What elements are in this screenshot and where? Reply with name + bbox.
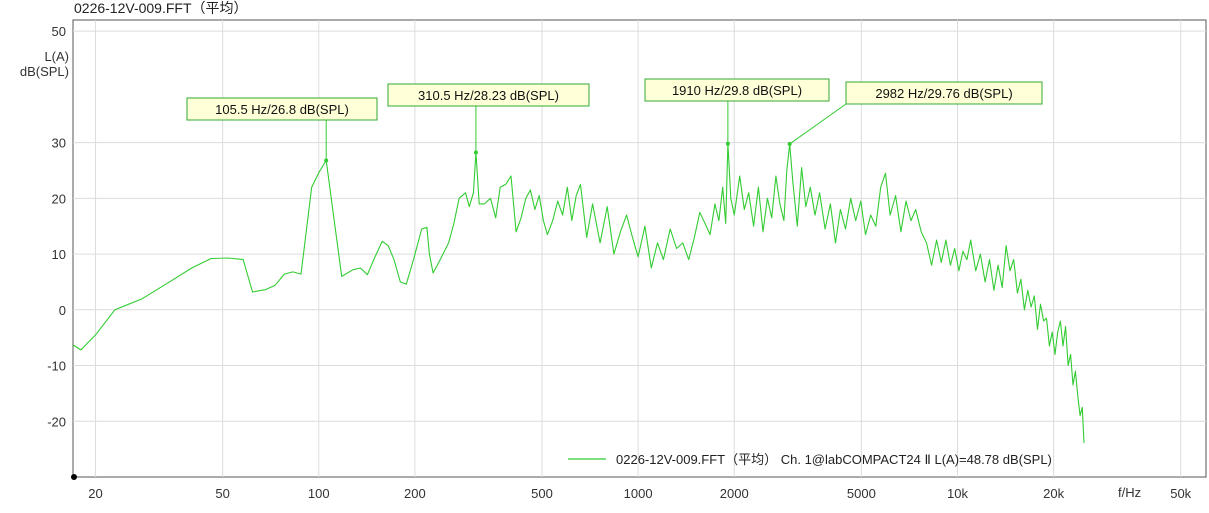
series-line-0 [72,143,1085,444]
y-axis-ticks: 50 30 20 10 0 -10 -20 [47,24,66,429]
legend-label: 0226-12V-009.FFT（平均） Ch. 1@labCOMPACT24 … [616,452,1052,467]
x-axis-ticks: 20 50 100 200 500 1000 2000 5000 10k 20k 50k [88,486,1191,501]
annotation-label-1: 310.5 Hz/28.23 dB(SPL) [418,88,559,103]
annotation-label-2: 1910 Hz/29.8 dB(SPL) [672,83,802,98]
x-tick-label-8: 10k [947,486,968,501]
y-axis-label-unit-spl: dB(SPL) [20,64,69,79]
annotation-box-3 [845,81,1043,105]
annotation-box-2 [644,78,830,102]
y-tick-label-3: 10 [52,247,66,262]
y-axis-label-unit-level: L(A) [44,49,69,64]
y-tick-label-0: 50 [52,24,66,39]
x-tick-label-2: 100 [308,486,330,501]
y-tick-label-5: -10 [47,359,66,374]
y-tick-label-6: -20 [47,414,66,429]
x-tick-label-3: 200 [404,486,426,501]
x-tick-label-0: 20 [88,486,102,501]
y-tick-label-4: 0 [59,303,66,318]
x-tick-label-4: 500 [531,486,553,501]
annotation-marker-1 [473,150,478,155]
x-tick-label-9: 20k [1043,486,1064,501]
x-tick-label-1: 50 [215,486,229,501]
annotation-label-3: 2982 Hz/29.76 dB(SPL) [875,86,1012,101]
chart-title: 0226-12V-009.FFT（平均） [74,0,248,16]
x-axis-label: f/Hz [1118,485,1141,500]
series-group [72,143,1085,444]
x-tick-label-7: 5000 [847,486,876,501]
annotation-box-1 [387,83,590,107]
annotation-marker-3 [787,141,792,146]
axis-origin-marker [71,474,77,480]
legend: 0226-12V-009.FFT（平均） Ch. 1@labCOMPACT24 … [568,452,1052,467]
annotation-box-0 [186,97,378,121]
annotation-marker-0 [324,158,329,163]
annotation-leader-3 [789,103,847,145]
peak-annotations: 105.5 Hz/26.8 dB(SPL) 310.5 Hz/28.23 dB(S… [186,78,1043,163]
x-tick-label-10: 50k [1170,486,1191,501]
x-tick-label-6: 2000 [720,486,749,501]
x-tick-label-5: 1000 [624,486,653,501]
annotation-label-0: 105.5 Hz/26.8 dB(SPL) [215,102,349,117]
annotation-marker-2 [725,141,730,146]
y-tick-label-2: 20 [52,191,66,206]
y-tick-label-1: 30 [52,136,66,151]
